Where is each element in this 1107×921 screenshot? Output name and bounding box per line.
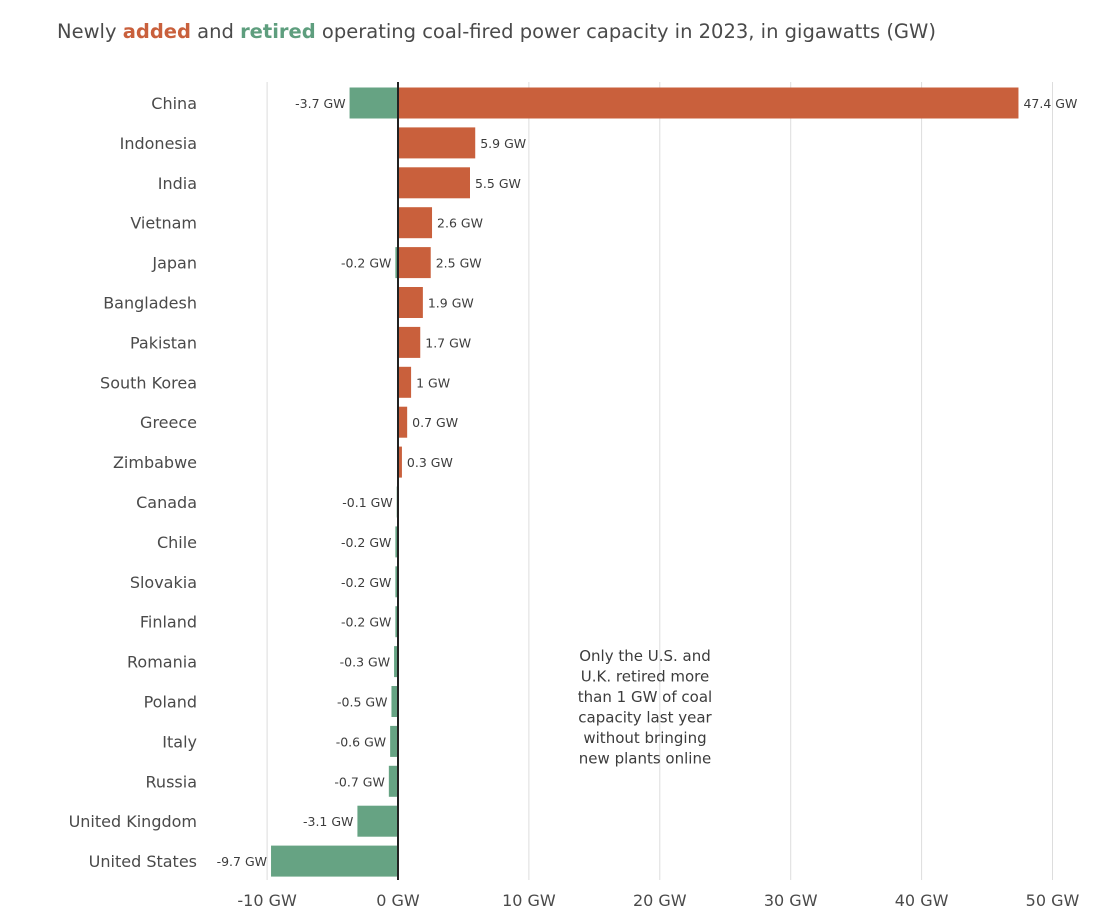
bar-retired [349, 87, 398, 119]
data-label-retired: -0.2 GW [341, 535, 391, 550]
category-label: Slovakia [130, 573, 197, 592]
data-label-added: 5.9 GW [480, 136, 526, 151]
annotation-line: new plants online [579, 750, 711, 768]
data-label-added: 1.7 GW [425, 335, 471, 350]
data-label-retired: -0.2 GW [341, 575, 391, 590]
data-label-added: 1 GW [416, 375, 450, 390]
category-label: Greece [140, 413, 197, 432]
data-label-retired: -0.6 GW [336, 734, 386, 749]
category-label: Chile [157, 533, 197, 552]
data-label-retired: -3.1 GW [303, 814, 353, 829]
category-label: South Korea [100, 373, 197, 392]
data-label-retired: -0.5 GW [337, 695, 387, 710]
title-middle: and [190, 20, 241, 43]
category-label: Vietnam [130, 214, 197, 233]
annotation-text: Only the U.S. and U.K. retired more than 1… [578, 647, 713, 768]
data-label-retired: -0.1 GW [342, 495, 392, 510]
bar-retired [395, 566, 398, 598]
title-retired-word: retired [240, 20, 316, 43]
bar-added [398, 326, 421, 358]
x-tick-label: -10 GW [237, 891, 297, 910]
annotation-line: capacity last year [578, 709, 712, 727]
bar-added [398, 366, 412, 398]
annotation-line: without bringing [583, 729, 706, 747]
bar-retired [395, 526, 398, 558]
x-axis-ticks: -10 GW 0 GW 10 GW 20 GW 30 GW 40 GW 50 GW [237, 891, 1079, 910]
title-prefix: Newly [57, 20, 123, 43]
x-tick-label: 0 GW [376, 891, 420, 910]
bar-added [398, 287, 423, 318]
bar-added [398, 87, 1019, 119]
data-label-added: 0.3 GW [407, 455, 453, 470]
x-tick-label: 30 GW [764, 891, 818, 910]
category-label: Italy [162, 732, 197, 751]
bar-added [398, 127, 476, 159]
category-label: Zimbabwe [113, 453, 197, 472]
labels: China 47.4 GW -3.7 GW Indonesia 5.9 GW India 5… [69, 94, 1078, 871]
bar-added [398, 406, 408, 438]
category-label: Finland [140, 613, 197, 632]
data-label-added: 5.5 GW [475, 176, 521, 191]
bar-retired [357, 805, 398, 837]
category-label: United Kingdom [69, 812, 197, 831]
data-label-retired: -0.7 GW [334, 774, 384, 789]
category-label: United States [89, 852, 197, 871]
x-tick-label: 10 GW [502, 891, 556, 910]
data-label-added: 1.9 GW [428, 296, 474, 311]
category-label: Canada [136, 493, 197, 512]
bars [271, 87, 1019, 877]
title-suffix: operating coal-fired power capacity in 2… [315, 20, 936, 43]
bar-retired [394, 646, 398, 678]
bar-added [398, 446, 402, 478]
category-label: Japan [151, 254, 197, 273]
title-added-word: added [122, 20, 191, 43]
x-tick-label: 50 GW [1026, 891, 1080, 910]
category-label: Russia [146, 772, 197, 791]
bar-retired [395, 606, 398, 638]
bar-retired [390, 725, 398, 757]
data-label-retired: -0.3 GW [340, 655, 390, 670]
annotation-line: U.K. retired more [581, 668, 709, 686]
bar-retired [388, 765, 398, 797]
data-label-added: 0.7 GW [412, 415, 458, 430]
category-label: India [158, 174, 197, 193]
category-label: Pakistan [130, 333, 197, 352]
x-tick-label: 40 GW [895, 891, 949, 910]
data-label-retired: -3.7 GW [295, 96, 345, 111]
bar-added [398, 167, 470, 199]
annotation-line: than 1 GW of coal [578, 688, 712, 706]
data-label-retired: -0.2 GW [341, 256, 391, 271]
category-label: Romania [127, 653, 197, 672]
category-label: Poland [144, 693, 197, 712]
bar-added [398, 247, 431, 279]
category-label: Bangladesh [103, 294, 197, 313]
category-label: Indonesia [120, 134, 197, 153]
chart-title: Newly added and retired operating coal-f… [57, 20, 936, 43]
bar-added [398, 207, 433, 239]
bar-retired [391, 686, 398, 717]
data-label-added: 47.4 GW [1023, 96, 1077, 111]
x-tick-label: 20 GW [633, 891, 687, 910]
data-label-retired: -0.2 GW [341, 615, 391, 630]
data-label-added: 2.5 GW [436, 256, 482, 271]
grid-lines [266, 82, 1053, 880]
bar-retired [395, 247, 398, 279]
annotation-line: Only the U.S. and [579, 647, 711, 665]
data-label-retired: -9.7 GW [217, 854, 267, 869]
bar-retired [271, 845, 398, 877]
data-label-added: 2.6 GW [437, 216, 483, 231]
annotation: Only the U.S. and U.K. retired more than 1… [578, 647, 713, 768]
category-label: China [151, 94, 197, 113]
